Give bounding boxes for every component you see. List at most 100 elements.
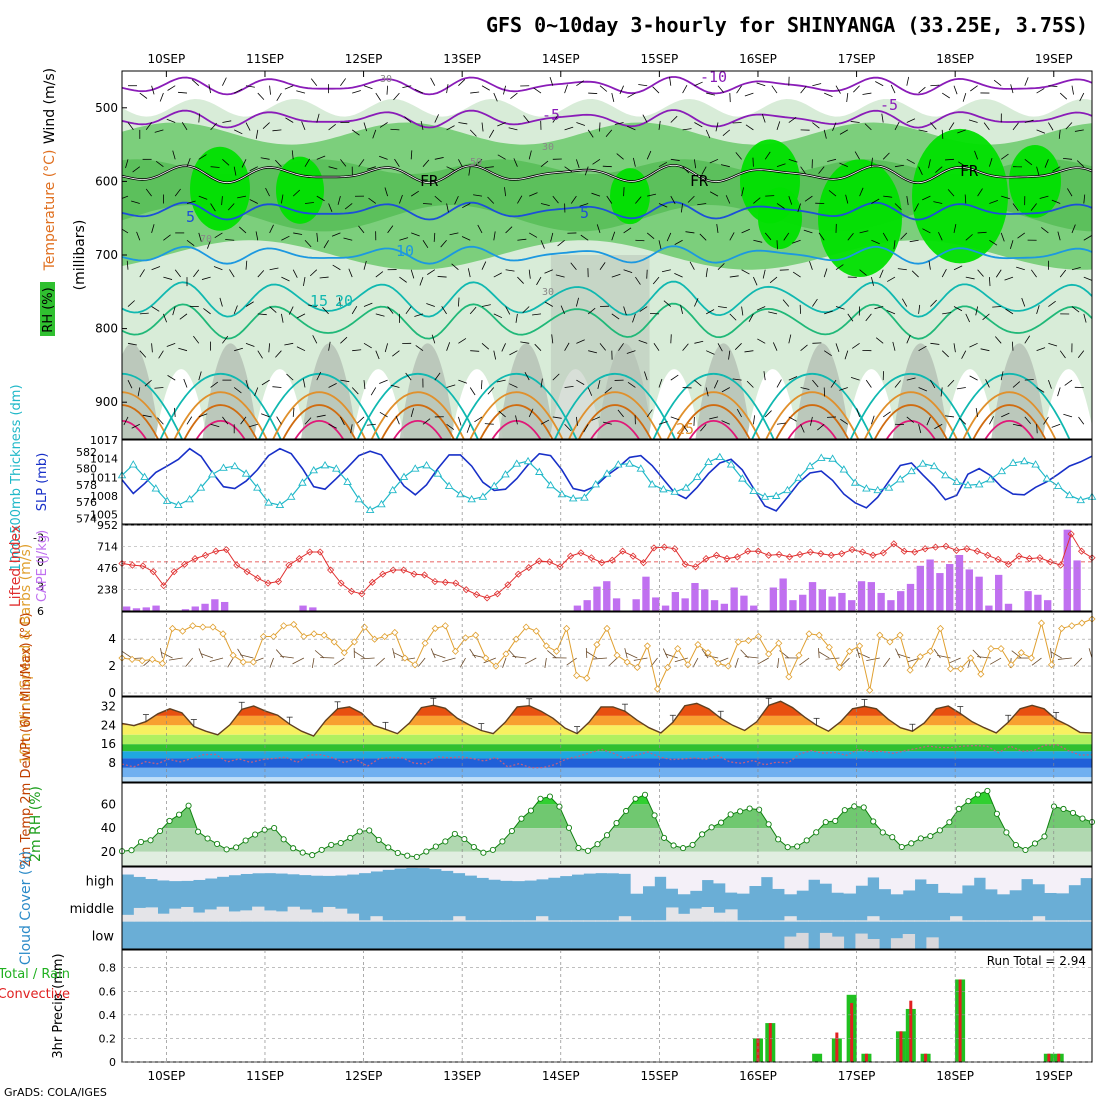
wind-barb — [446, 125, 455, 131]
precip-run-total: Run Total = 2.94 — [987, 954, 1086, 968]
wind-speed-point — [441, 622, 449, 630]
wind-speed-point — [623, 658, 631, 666]
li-tick--3: -3 — [33, 531, 44, 544]
wind-barb — [856, 408, 860, 418]
rh2m-point — [156, 827, 164, 835]
cloud-low-cell — [926, 937, 939, 949]
wind-barb — [694, 379, 702, 387]
rh2m-point — [841, 807, 848, 814]
wind-barb — [497, 122, 506, 127]
wind-barb — [458, 297, 460, 307]
thickness-point — [377, 499, 386, 508]
lifted-point — [785, 553, 794, 561]
wind-barb — [379, 155, 388, 160]
wind-barb — [375, 271, 384, 278]
upper-y-tick-500: 500 — [95, 101, 118, 115]
wind-barb — [658, 421, 668, 425]
wind-speed-point — [148, 655, 156, 663]
wind-barb — [818, 232, 825, 241]
wind-barb — [666, 232, 672, 242]
rh2m-point — [936, 827, 943, 834]
wind-barb — [619, 85, 624, 95]
wind-barb — [652, 276, 660, 285]
wind-barb — [316, 155, 326, 160]
wind-barb — [706, 309, 715, 315]
rh2m-point — [318, 846, 325, 853]
wind-barb — [606, 195, 613, 204]
thickness-point — [974, 480, 984, 488]
lifted-point — [379, 570, 387, 578]
lifted-point — [1025, 555, 1033, 563]
cape-axis-title: CAPE (J/kg) — [35, 530, 50, 602]
thickness-point — [433, 469, 443, 477]
wind-barb — [682, 128, 692, 131]
wind-barb — [1048, 122, 1054, 131]
wind-barb — [788, 195, 793, 205]
wind-barb — [528, 408, 534, 418]
wind-barb — [741, 228, 750, 234]
cape-bar — [789, 600, 797, 611]
thickness-point — [1053, 481, 1063, 490]
lifted-point — [587, 554, 595, 562]
wind-barb — [166, 342, 176, 347]
precip-panel: Run Total = 2.94 — [752, 954, 1086, 1062]
cloud-high-cell — [784, 867, 797, 895]
wind-barb — [1044, 159, 1049, 168]
cape-bar — [946, 564, 954, 611]
rh2m-point — [546, 793, 553, 800]
wind-barb — [363, 85, 373, 90]
lifted-point — [629, 552, 637, 560]
wind-barb — [1083, 194, 1086, 204]
wind-barb — [800, 424, 805, 433]
wind-barb — [473, 194, 483, 197]
wind-barb — [458, 122, 468, 125]
precip-convective-bar — [1057, 1053, 1061, 1062]
wind-speed-point — [866, 686, 874, 694]
cloud-high-cell — [595, 867, 608, 874]
rh2m-point — [204, 835, 211, 842]
wind-barb — [357, 416, 365, 424]
wind-barb — [529, 232, 538, 238]
x-tick-top-17SEP: 17SEP — [838, 52, 876, 66]
thickness-point — [568, 494, 578, 502]
wind-barb — [422, 240, 429, 249]
wind-barb — [570, 195, 577, 204]
wind-barb — [154, 129, 164, 133]
contour-label-2: -5 — [880, 96, 898, 114]
wind-barb — [685, 231, 695, 234]
cloud-high-cell — [985, 867, 998, 890]
cloud-mid-cell — [595, 920, 608, 922]
wind-barb — [386, 85, 388, 95]
precip-tick-0: 0 — [109, 1056, 116, 1069]
rh2m-point — [718, 819, 725, 826]
wind-barb — [233, 305, 238, 315]
cloud-mid-cell — [618, 916, 632, 922]
wind-barb — [467, 268, 471, 278]
wind-barb — [288, 306, 294, 315]
wind-barb — [172, 150, 176, 160]
wind-barb — [296, 90, 306, 94]
upper-clip-group — [122, 71, 1092, 439]
wind-barb — [611, 313, 620, 320]
lifted-point — [900, 547, 908, 555]
wind-barb — [427, 269, 436, 275]
wind-barb — [126, 260, 129, 270]
cloud-high-cell — [441, 867, 454, 871]
thickness-point — [1042, 474, 1052, 482]
cloud-mid-cell — [228, 911, 241, 922]
wind-barb — [893, 240, 896, 250]
cloud-mid-cell — [252, 906, 265, 922]
cloud-high-cell — [524, 867, 537, 881]
wind-barb — [233, 166, 237, 176]
wind-barb — [875, 81, 884, 87]
precip-legend-convective: Convective — [0, 987, 70, 1002]
dry-column-10 — [122, 343, 160, 439]
wind-barb — [658, 120, 661, 130]
wind-barb — [517, 276, 524, 284]
wind-speed-point — [482, 654, 490, 662]
wind-barb — [481, 343, 490, 350]
wind-barb — [958, 161, 967, 168]
rh2m-point — [233, 844, 240, 851]
thickness-point — [309, 465, 319, 474]
wind-barb — [1005, 308, 1014, 315]
